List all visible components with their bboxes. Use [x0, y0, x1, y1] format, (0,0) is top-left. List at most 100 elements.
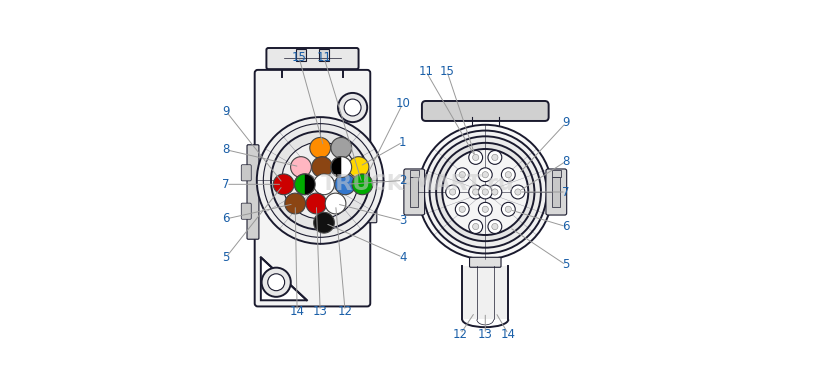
Circle shape — [473, 223, 479, 230]
Circle shape — [312, 157, 333, 177]
Circle shape — [263, 124, 377, 237]
Text: 7: 7 — [223, 178, 230, 191]
Text: 14: 14 — [501, 328, 516, 341]
FancyBboxPatch shape — [404, 169, 424, 215]
Text: 7: 7 — [562, 185, 570, 199]
Circle shape — [449, 189, 456, 195]
Circle shape — [338, 93, 367, 122]
Circle shape — [271, 131, 370, 230]
Circle shape — [515, 189, 521, 195]
Polygon shape — [462, 266, 508, 319]
Text: 9: 9 — [562, 116, 570, 129]
Text: 10: 10 — [396, 97, 410, 110]
Text: 15: 15 — [291, 51, 307, 64]
Bar — [318, 49, 329, 61]
Circle shape — [488, 220, 501, 233]
Circle shape — [473, 154, 479, 161]
Wedge shape — [341, 157, 352, 177]
Circle shape — [313, 174, 334, 195]
Circle shape — [257, 117, 384, 244]
Circle shape — [455, 168, 470, 182]
Circle shape — [418, 125, 553, 259]
Circle shape — [488, 185, 501, 199]
Text: 13: 13 — [478, 328, 493, 341]
Circle shape — [344, 99, 361, 116]
Text: 11: 11 — [317, 51, 332, 64]
Circle shape — [446, 185, 459, 199]
Circle shape — [349, 157, 369, 177]
FancyBboxPatch shape — [470, 257, 501, 267]
Circle shape — [482, 189, 488, 195]
Text: 6: 6 — [562, 220, 570, 233]
Circle shape — [478, 168, 492, 182]
Circle shape — [459, 206, 465, 212]
Circle shape — [313, 212, 334, 233]
Circle shape — [488, 151, 501, 164]
Text: TRUCK-MART.ru: TRUCK-MART.ru — [321, 174, 515, 194]
Circle shape — [310, 137, 330, 158]
Circle shape — [436, 143, 534, 241]
Circle shape — [505, 206, 512, 212]
Text: 12: 12 — [338, 305, 353, 318]
Text: 14: 14 — [290, 305, 305, 318]
Circle shape — [429, 136, 541, 248]
Circle shape — [501, 202, 515, 216]
Circle shape — [511, 185, 525, 199]
Circle shape — [469, 151, 483, 164]
Circle shape — [331, 157, 352, 177]
Circle shape — [455, 202, 470, 216]
Circle shape — [335, 174, 355, 195]
FancyBboxPatch shape — [266, 48, 359, 69]
Text: 15: 15 — [439, 65, 454, 78]
Text: 5: 5 — [223, 251, 230, 264]
Text: 9: 9 — [223, 105, 230, 118]
Circle shape — [491, 223, 498, 230]
Circle shape — [331, 137, 352, 158]
FancyBboxPatch shape — [247, 145, 259, 239]
Bar — [296, 49, 307, 61]
Circle shape — [268, 274, 285, 291]
Wedge shape — [305, 174, 315, 195]
Bar — [410, 170, 419, 177]
Circle shape — [469, 185, 483, 199]
FancyBboxPatch shape — [241, 203, 251, 219]
Text: 11: 11 — [418, 65, 433, 78]
Bar — [552, 170, 561, 177]
Circle shape — [273, 174, 294, 195]
Circle shape — [478, 185, 492, 199]
Circle shape — [482, 172, 488, 178]
FancyBboxPatch shape — [546, 169, 567, 215]
Circle shape — [501, 168, 515, 182]
Text: 2: 2 — [399, 174, 407, 187]
Text: 1: 1 — [399, 136, 407, 149]
Circle shape — [469, 220, 483, 233]
Text: 12: 12 — [453, 328, 468, 341]
Text: 8: 8 — [223, 143, 230, 156]
Circle shape — [325, 193, 346, 214]
Text: 4: 4 — [399, 251, 407, 264]
Circle shape — [291, 157, 312, 177]
Bar — [411, 177, 418, 207]
Text: 8: 8 — [562, 155, 570, 168]
Text: 3: 3 — [399, 214, 407, 227]
Circle shape — [443, 149, 528, 235]
Circle shape — [352, 174, 373, 195]
FancyBboxPatch shape — [366, 204, 377, 223]
Circle shape — [295, 174, 315, 195]
Circle shape — [261, 268, 291, 297]
Circle shape — [459, 172, 465, 178]
Circle shape — [491, 189, 498, 195]
Circle shape — [281, 142, 359, 219]
Text: 13: 13 — [312, 305, 328, 318]
Polygon shape — [261, 257, 307, 300]
Bar — [553, 177, 560, 207]
Circle shape — [473, 189, 479, 195]
Circle shape — [478, 202, 492, 216]
Text: 5: 5 — [562, 258, 570, 271]
FancyBboxPatch shape — [241, 165, 251, 181]
Circle shape — [505, 172, 512, 178]
Circle shape — [482, 206, 488, 212]
Circle shape — [424, 131, 547, 253]
FancyBboxPatch shape — [366, 161, 377, 180]
FancyBboxPatch shape — [255, 70, 370, 306]
